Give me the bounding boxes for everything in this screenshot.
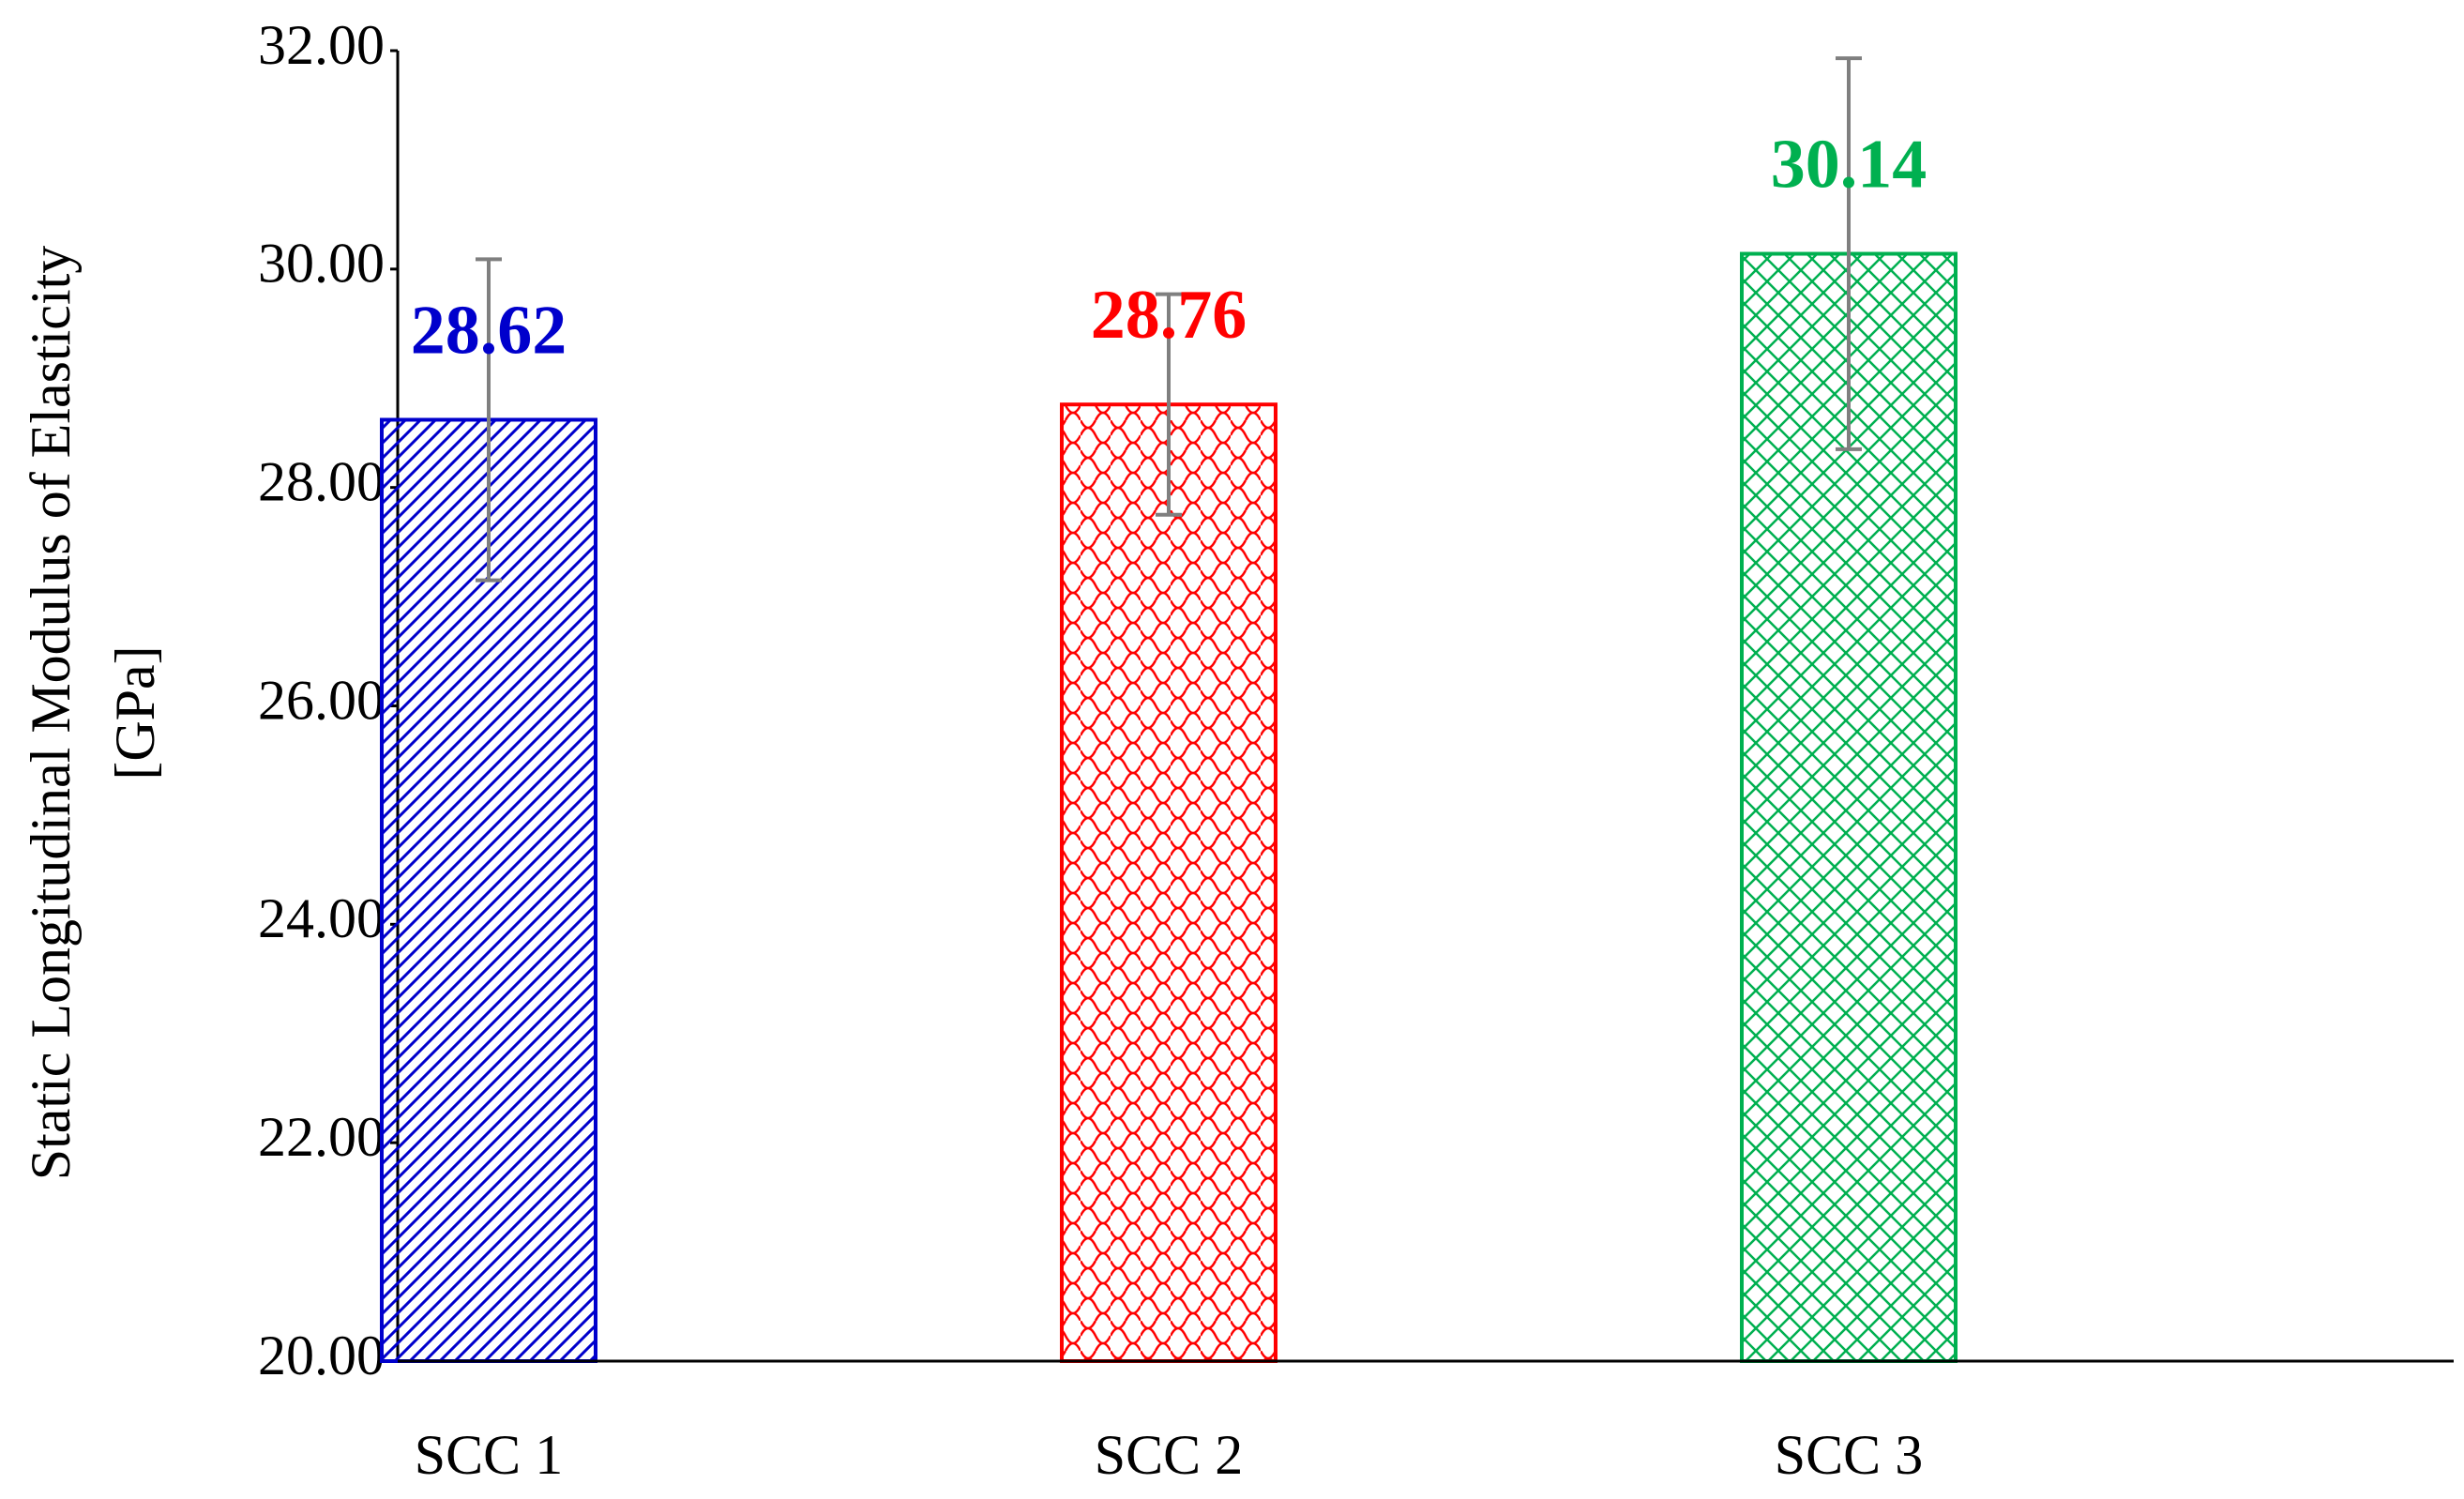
error-bar [1836,56,1862,451]
y-tick-label: 28.00 [258,450,385,512]
data-label: 28.76 [1091,277,1247,354]
y-tick-label: 20.00 [258,1325,385,1386]
y-axis-label: [GPa] [104,645,166,780]
x-tick-label: SCC 1 [415,1424,563,1486]
y-tick-label: 30.00 [258,233,385,295]
y-tick-label: 32.00 [258,14,385,76]
x-tick-label: SCC 3 [1775,1424,1923,1486]
error-bar [1156,292,1182,517]
error-bar [476,257,502,583]
data-label: 30.14 [1771,127,1927,204]
bar [1060,402,1277,1363]
y-axis-label: Static Longitudinal Modulus of Elasticit… [20,246,82,1181]
data-label: 28.62 [411,292,567,369]
y-tick-label: 24.00 [258,887,385,949]
y-tick-label: 26.00 [258,669,385,731]
x-tick-label: SCC 2 [1095,1424,1243,1486]
y-tick-label: 22.00 [258,1106,385,1168]
